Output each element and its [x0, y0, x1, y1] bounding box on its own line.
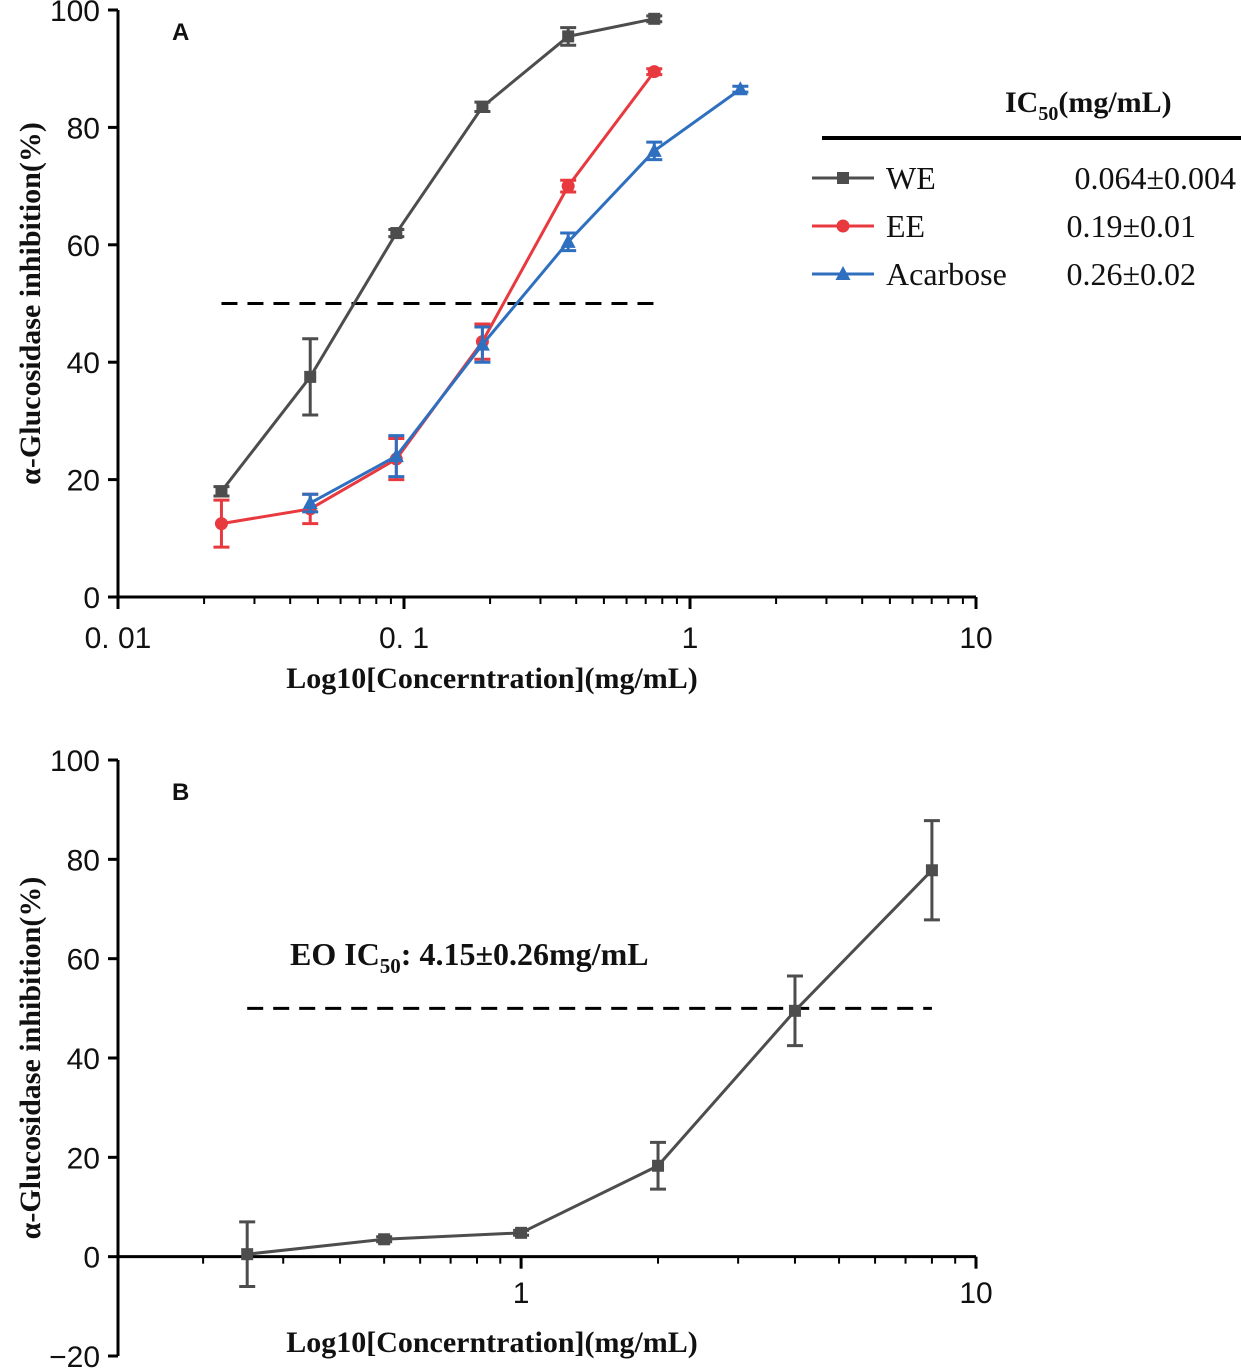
x-tick-label: 1	[513, 1277, 530, 1310]
data-point	[788, 1004, 801, 1017]
legend: IC50(mg/mL) WE 0.064±0.004 EE 0.19±0.01 Acarb…	[812, 86, 1241, 292]
series-line	[309, 88, 742, 505]
legend-header-ic: IC	[1005, 86, 1038, 119]
x-axis-title: Log10[Concerntration](mg/mL)	[286, 662, 698, 695]
panel-b: −20 0 20 40 60 80 100 1 10 Log10[Concerntration](…	[14, 745, 993, 1370]
panel-a: 0 20 40 60 80 100 0. 01 0. 1 1 10 Log10[Concerntra…	[14, 0, 1241, 695]
data-point	[214, 517, 228, 531]
y-tick-label: −20	[49, 1341, 100, 1370]
legend-ic50: 0.19±0.01	[1066, 208, 1196, 244]
y-axis-title: α-Glucosidase inhibition(%)	[14, 122, 47, 485]
y-tick-label: 60	[67, 230, 100, 263]
y-tick-label: 20	[67, 465, 100, 498]
y-tick-label: 80	[67, 112, 100, 145]
data-point	[304, 370, 317, 383]
series-line	[247, 869, 933, 1256]
y-tick-label: 100	[50, 0, 100, 28]
y-tick-label: 0	[83, 1242, 100, 1275]
ic50-annotation: EO IC50: 4.15±0.26mg/mL	[290, 936, 649, 978]
y-axis-title: α-Glucosidase inhibition(%)	[14, 877, 47, 1240]
y-tick-label: 40	[67, 347, 100, 380]
x-axis-title: Log10[Concerntration](mg/mL)	[286, 1326, 698, 1359]
data-point	[241, 1248, 254, 1261]
x-tick-label: 1	[682, 622, 699, 655]
x-tick-label: 10	[959, 1277, 992, 1310]
legend-swatch-marker	[836, 219, 850, 233]
y-tick-label: 60	[67, 944, 100, 977]
series-eo	[239, 819, 940, 1288]
series-line	[220, 17, 655, 493]
y-tick-label: 100	[50, 745, 100, 778]
data-point	[925, 864, 938, 877]
legend-swatch-marker	[837, 172, 849, 184]
x-tick-label: 0. 01	[85, 622, 152, 655]
data-point	[515, 1226, 528, 1239]
data-point	[652, 1159, 665, 1172]
data-point	[560, 233, 576, 248]
data-point	[562, 30, 575, 43]
data-point	[732, 81, 748, 96]
legend-swatch-marker	[835, 266, 851, 280]
data-point	[647, 65, 661, 79]
panel-label: A	[172, 19, 189, 46]
series-line	[221, 70, 656, 526]
data-point	[302, 495, 318, 510]
x-tick-label: 0. 1	[379, 622, 429, 655]
legend-label: WE	[886, 160, 936, 196]
data-point	[474, 336, 490, 351]
annotation-value: : 4.15±0.26mg/mL	[401, 936, 649, 972]
annotation-prefix: EO IC	[290, 936, 380, 972]
y-tick-label: 40	[67, 1043, 100, 1076]
legend-header: IC50(mg/mL)	[1005, 86, 1172, 125]
panel-label: B	[172, 779, 189, 806]
legend-ic50: 0.26±0.02	[1066, 256, 1196, 292]
series-we	[213, 12, 663, 498]
y-tick-label: 20	[67, 1142, 100, 1175]
data-point	[476, 100, 489, 113]
y-tick-label: 80	[67, 844, 100, 877]
data-point	[390, 227, 403, 240]
series-acarbose	[302, 81, 749, 514]
data-point	[378, 1233, 391, 1246]
legend-header-sub: 50	[1038, 103, 1058, 125]
legend-label: Acarbose	[886, 256, 1007, 292]
legend-header-unit: (mg/mL)	[1058, 86, 1171, 119]
y-tick-label: 0	[83, 582, 100, 615]
annotation-sub: 50	[380, 954, 401, 978]
data-point	[388, 448, 404, 463]
legend-ic50: 0.064±0.004	[1074, 160, 1236, 196]
data-point	[646, 142, 662, 157]
data-point	[561, 179, 575, 193]
series-ee	[213, 65, 663, 549]
data-point	[215, 485, 228, 498]
legend-label: EE	[886, 208, 925, 244]
x-tick-label: 10	[959, 622, 992, 655]
data-point	[648, 12, 661, 25]
